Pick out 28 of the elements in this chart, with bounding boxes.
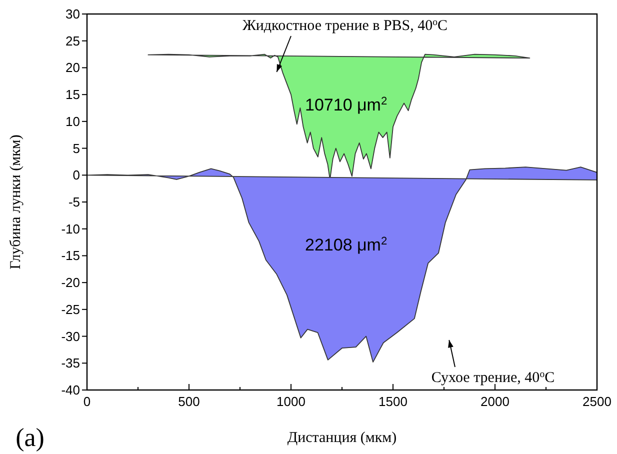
y-axis-title: Глубина лунки (мкм) <box>8 134 24 270</box>
annotation: Сухое трение, 40$^{o}$C <box>431 368 555 386</box>
y-tick-label: -40 <box>61 382 80 398</box>
y-tick-label: 20 <box>66 60 80 76</box>
y-tick-label: 5 <box>72 140 80 156</box>
annotation: 10710 μm$^{2}$ <box>305 96 388 115</box>
x-axis-title: Дистанция (мкм) <box>287 430 397 446</box>
x-tick-label: 1500 <box>378 394 408 409</box>
y-tick-label: -20 <box>61 275 80 290</box>
x-tick-label: 2000 <box>480 394 510 409</box>
y-tick-label: 15 <box>66 87 80 102</box>
y-tick-label: 25 <box>66 33 80 48</box>
text: (a) <box>16 423 44 452</box>
x-tick-label: 500 <box>178 394 200 409</box>
y-tick-label: -25 <box>61 302 80 317</box>
y-tick-label: 0 <box>72 168 80 183</box>
y-tick-label: -15 <box>61 248 80 264</box>
y-tick-label: 10 <box>66 114 80 129</box>
x-tick-label: 1000 <box>276 394 306 409</box>
y-tick-label: -35 <box>61 356 80 371</box>
annotation: Жидкостное трение в PBS, 40$^{o}$C <box>242 16 448 34</box>
y-tick-label: -5 <box>68 194 80 210</box>
x-tick-label: 2500 <box>582 394 612 409</box>
x-tick-label: 0 <box>83 394 91 409</box>
y-tick-label: -30 <box>61 328 80 344</box>
annotation: 22108 μm$^{2}$ <box>305 235 388 254</box>
y-tick-label: 30 <box>66 6 80 22</box>
y-tick-label: -10 <box>61 221 80 236</box>
